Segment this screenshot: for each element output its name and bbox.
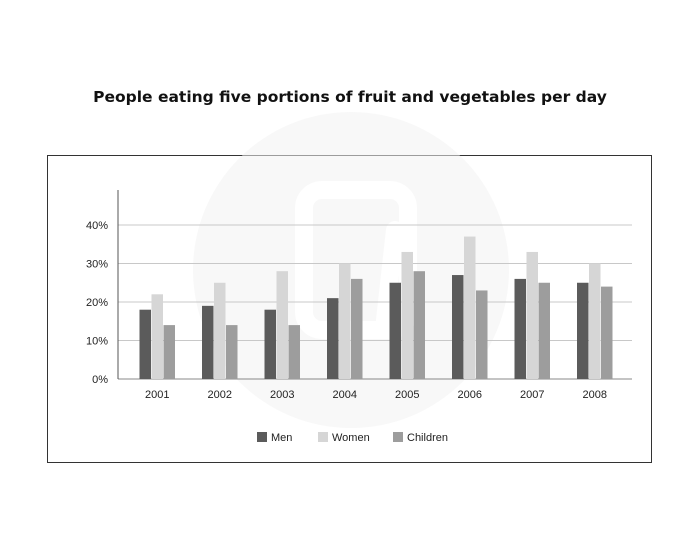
bar-women-2006 <box>464 236 476 379</box>
bar-children-2002 <box>226 325 238 379</box>
watermark-logo <box>193 112 509 428</box>
legend-swatch-women <box>318 432 328 442</box>
bar-men-2004 <box>327 298 339 379</box>
legend-label-men: Men <box>271 432 292 444</box>
bar-children-2007 <box>538 282 550 379</box>
y-tick-label: 30% <box>86 259 108 271</box>
bar-children-2004 <box>351 278 363 379</box>
bar-women-2007 <box>526 251 538 379</box>
bar-children-2001 <box>163 325 175 379</box>
x-tick-label: 2003 <box>270 389 294 401</box>
bar-men-2007 <box>514 278 526 379</box>
bar-men-2002 <box>202 305 214 379</box>
bar-men-2003 <box>264 309 276 379</box>
bar-women-2008 <box>589 263 601 379</box>
x-tick-labels: 2001 2002 2003 2004 2005 2006 2007 2008 <box>145 389 607 401</box>
x-tick-label: 2006 <box>458 389 482 401</box>
legend: Men Women Children <box>257 432 448 444</box>
y-tick-label: 20% <box>86 297 108 309</box>
legend-label-children: Children <box>407 432 448 444</box>
x-tick-label: 2004 <box>333 389 357 401</box>
bar-men-2008 <box>577 282 589 379</box>
y-tick-labels: 0% 10% 20% 30% 40% <box>86 220 108 386</box>
y-tick-label: 10% <box>86 336 108 348</box>
bars <box>139 236 613 379</box>
legend-label-women: Women <box>332 432 370 444</box>
y-tick-label: 40% <box>86 220 108 232</box>
bar-children-2003 <box>288 325 300 379</box>
bar-men-2006 <box>452 275 464 379</box>
bar-women-2001 <box>151 294 163 379</box>
chart-title: People eating five portions of fruit and… <box>93 88 607 106</box>
x-tick-label: 2005 <box>395 389 419 401</box>
x-tick-label: 2001 <box>145 389 169 401</box>
x-tick-label: 2008 <box>583 389 607 401</box>
legend-swatch-children <box>393 432 403 442</box>
legend-swatch-men <box>257 432 267 442</box>
bar-women-2003 <box>276 271 288 379</box>
bar-men-2005 <box>389 282 401 379</box>
x-tick-label: 2002 <box>208 389 232 401</box>
x-tick-label: 2007 <box>520 389 544 401</box>
bar-men-2001 <box>139 309 151 379</box>
bar-women-2005 <box>401 251 413 379</box>
bar-children-2006 <box>476 290 488 379</box>
bar-women-2004 <box>339 263 351 379</box>
bar-women-2002 <box>214 282 226 379</box>
bar-children-2005 <box>413 271 425 379</box>
bar-children-2008 <box>601 286 613 379</box>
y-tick-label: 0% <box>92 374 108 386</box>
